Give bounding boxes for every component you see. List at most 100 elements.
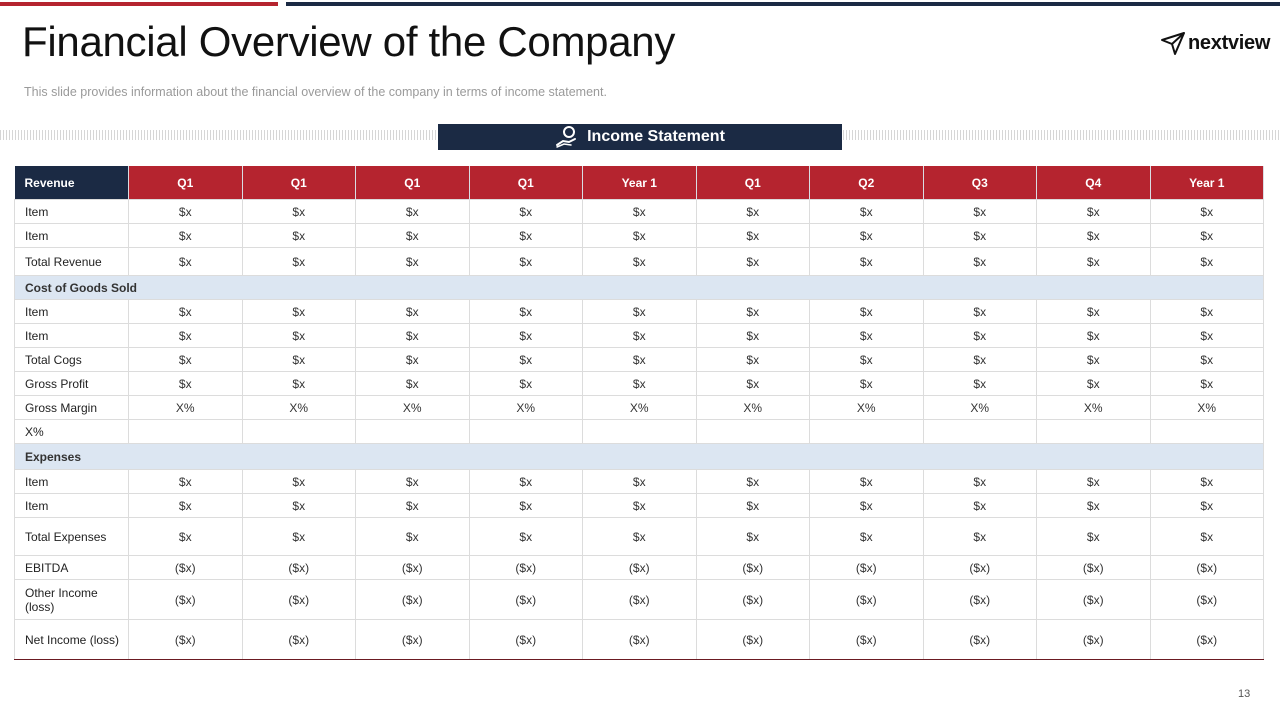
row-label: Other Income (loss) — [14, 579, 129, 620]
row-label: Item — [14, 469, 129, 494]
row-label: Total Cogs — [14, 347, 129, 372]
header-cell: Year 1 — [1150, 166, 1264, 200]
table-cell: $x — [922, 469, 1037, 494]
table-cell: $x — [468, 517, 583, 556]
table-cell: $x — [128, 517, 243, 556]
table-cell: ($x) — [355, 619, 470, 660]
table-cell: $x — [468, 247, 583, 276]
row-label: Total Revenue — [14, 247, 129, 276]
logo-text: nextview — [1188, 31, 1271, 54]
table-cell: $x — [355, 247, 470, 276]
table-row: Item $x $x $x $x $x $x $x $x $x $x — [14, 199, 1264, 224]
header-cell: Revenue — [14, 166, 129, 200]
table-cell: $x — [922, 299, 1037, 324]
table-cell: X% — [355, 395, 470, 420]
table-cell: $x — [695, 223, 810, 248]
table-cell — [355, 419, 470, 444]
table-cell: $x — [241, 247, 356, 276]
table-cell: ($x) — [355, 579, 470, 620]
table-cell: ($x) — [1149, 579, 1264, 620]
table-cell: $x — [582, 199, 697, 224]
table-cell: $x — [468, 323, 583, 348]
table-cell: $x — [355, 323, 470, 348]
table-cell: ($x) — [809, 555, 924, 580]
header-cell: Q1 — [696, 166, 810, 200]
table-cell: ($x) — [468, 579, 583, 620]
table-cell: ($x) — [582, 619, 697, 660]
table-cell: ($x) — [695, 579, 810, 620]
table-cell: $x — [468, 299, 583, 324]
table-cell: X% — [1149, 395, 1264, 420]
table-cell: ($x) — [1036, 555, 1151, 580]
table-cell: $x — [128, 247, 243, 276]
table-cell: $x — [1149, 323, 1264, 348]
table-cell: $x — [582, 371, 697, 396]
table-cell: $x — [582, 517, 697, 556]
table-cell: $x — [922, 347, 1037, 372]
table-cell: $x — [355, 299, 470, 324]
table-cell: $x — [128, 371, 243, 396]
table-cell: $x — [128, 469, 243, 494]
table-cell: $x — [1036, 299, 1151, 324]
table-cell: $x — [355, 199, 470, 224]
table-cell: $x — [355, 347, 470, 372]
table-cell: ($x) — [695, 555, 810, 580]
header-cell: Q2 — [809, 166, 924, 200]
table-cell: ($x) — [695, 619, 810, 660]
table-cell: $x — [1149, 347, 1264, 372]
row-label: Item — [14, 323, 129, 348]
table-cell: ($x) — [468, 555, 583, 580]
row-label: Item — [14, 299, 129, 324]
table-header-row: Revenue Q1 Q1 Q1 Q1 Year 1 Q1 Q2 Q3 Q4 Y… — [14, 166, 1264, 200]
table-cell: $x — [241, 517, 356, 556]
table-cell: ($x) — [128, 619, 243, 660]
table-cell: $x — [809, 347, 924, 372]
table-cell: X% — [241, 395, 356, 420]
table-cell: ($x) — [922, 555, 1037, 580]
top-accent-navy — [286, 2, 1280, 6]
table-cell: $x — [241, 469, 356, 494]
table-cell: $x — [809, 199, 924, 224]
table-cell: $x — [809, 247, 924, 276]
header-cell: Q4 — [1036, 166, 1151, 200]
table-row: Gross Margin X% X% X% X% X% X% X% X% X% X% — [14, 395, 1264, 420]
table-cell: X% — [922, 395, 1037, 420]
table-cell: ($x) — [1036, 579, 1151, 620]
table-cell: $x — [582, 299, 697, 324]
table-cell: $x — [1036, 371, 1151, 396]
page-number: 13 — [1238, 688, 1251, 700]
table-cell: X% — [1036, 395, 1151, 420]
table-cell: $x — [582, 247, 697, 276]
table-cell: X% — [128, 395, 243, 420]
header-cell: Q1 — [242, 166, 356, 200]
table-row: Item $x $x $x $x $x $x $x $x $x $x — [14, 493, 1264, 518]
table-cell — [128, 419, 243, 444]
table-cell: ($x) — [1036, 619, 1151, 660]
table-cell: $x — [128, 223, 243, 248]
table-row: Total Revenue $x $x $x $x $x $x $x $x $x $x — [14, 247, 1264, 276]
table-cell: ($x) — [241, 579, 356, 620]
row-label: Total Expenses — [14, 517, 129, 556]
table-cell: $x — [922, 223, 1037, 248]
table-cell: $x — [695, 371, 810, 396]
table-row: Item $x $x $x $x $x $x $x $x $x $x — [14, 323, 1264, 348]
section-header-row: Expenses — [14, 443, 1264, 470]
table-cell: $x — [1149, 517, 1264, 556]
table-cell: $x — [241, 323, 356, 348]
table-row: Other Income (loss) ($x) ($x) ($x) ($x) ($x)(… — [14, 579, 1264, 620]
table-cell: $x — [582, 469, 697, 494]
table-cell: $x — [241, 493, 356, 518]
table-body: Item $x $x $x $x $x $x $x $x $x $x Item $x $x $x $x $x $x… — [14, 199, 1264, 660]
section-banner: Income Statement — [438, 124, 842, 150]
table-cell — [468, 419, 583, 444]
header-cell: Year 1 — [582, 166, 697, 200]
table-cell: $x — [1149, 247, 1264, 276]
section-header-row: Cost of Goods Sold — [14, 275, 1264, 300]
row-label: Item — [14, 493, 129, 518]
table-cell: $x — [1149, 493, 1264, 518]
row-label: Gross Profit — [14, 371, 129, 396]
table-cell: $x — [1036, 199, 1151, 224]
table-cell: ($x) — [241, 555, 356, 580]
table-cell: $x — [468, 223, 583, 248]
table-cell — [1036, 419, 1151, 444]
